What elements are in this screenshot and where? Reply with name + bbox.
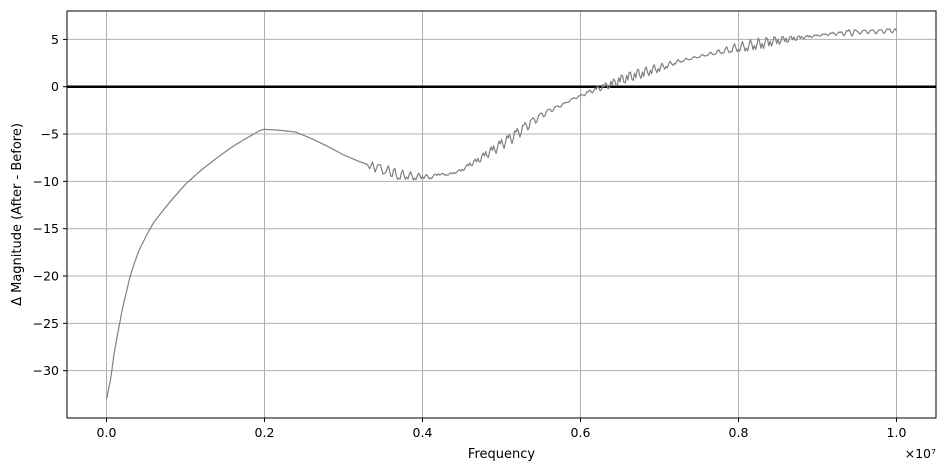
y-ticks: 5 0 −5 −10 −15 −20 −25 −30 xyxy=(33,32,67,378)
y-tick-label: −10 xyxy=(33,174,59,189)
y-tick-label: −25 xyxy=(33,316,59,331)
series-group xyxy=(105,28,898,400)
y-tick-label: −5 xyxy=(41,127,59,142)
y-axis-label: Δ Magnitude (After - Before) xyxy=(10,123,25,306)
x-axis-label: Frequency xyxy=(468,447,535,462)
y-tick-label: −30 xyxy=(33,363,59,378)
y-tick-label: −20 xyxy=(33,269,59,284)
x-tick-label: 0.8 xyxy=(729,425,749,440)
plot-frame xyxy=(66,10,937,419)
y-tick-label: 5 xyxy=(51,32,59,47)
grid xyxy=(67,11,936,418)
y-tick-label: −15 xyxy=(33,221,59,236)
x-tick-label: 0.0 xyxy=(97,425,117,440)
series-line xyxy=(105,28,898,400)
x-ticks: 0.0 0.2 0.4 0.6 0.8 1.0 xyxy=(97,418,907,440)
y-tick-label: 0 xyxy=(51,79,59,94)
x-tick-label: 1.0 xyxy=(887,425,907,440)
x-tick-label: 0.6 xyxy=(571,425,591,440)
x-tick-label: 0.2 xyxy=(255,425,275,440)
x-axis-offset-label: ×10⁷ xyxy=(905,446,936,461)
x-tick-label: 0.4 xyxy=(413,425,433,440)
